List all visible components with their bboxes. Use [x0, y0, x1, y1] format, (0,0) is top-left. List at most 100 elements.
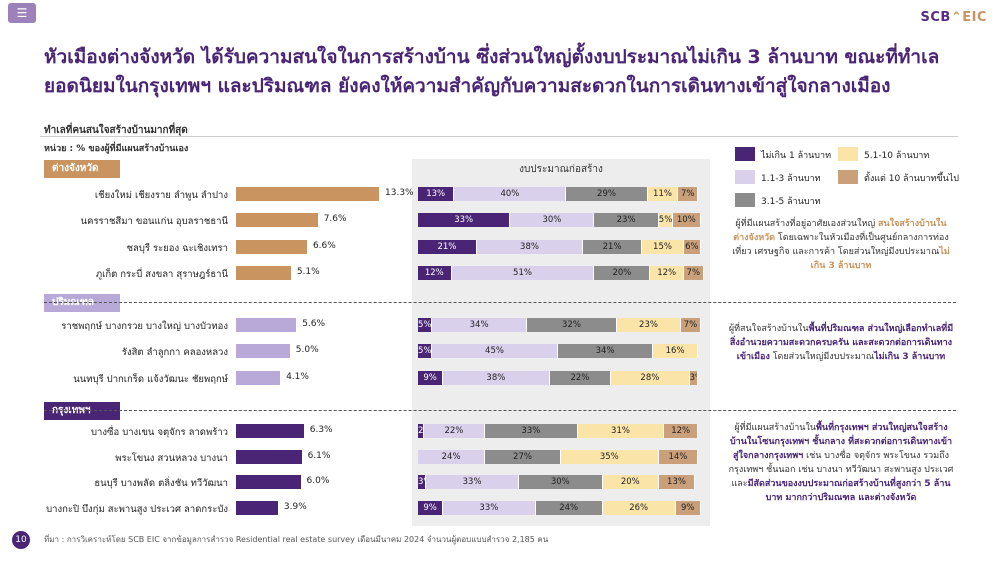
- stacked-segment: 11%: [647, 187, 679, 201]
- bar: [236, 213, 318, 227]
- bar: [236, 187, 379, 201]
- note-text: ผู้ที่มีแผนสร้างบ้านใน: [734, 423, 816, 433]
- stacked-segment: 34%: [432, 318, 528, 332]
- stacked-segment: 34%: [558, 344, 654, 358]
- bar-value-label: 3.9%: [283, 502, 307, 512]
- group-header: ปริมณฑล: [44, 294, 120, 312]
- stacked-segment: 20%: [602, 475, 659, 489]
- stacked-segment: 31%: [577, 424, 665, 438]
- note-text: พื้นที่กรุงเทพฯ ส่วนใหญ่สนใจสร้างบ้านในโ…: [729, 423, 953, 461]
- stacked-segment: 7%: [681, 318, 701, 332]
- stacked-segment: 2%: [418, 424, 424, 438]
- note-text: พื้นที่ปริมณฑล ส่วนใหญ่เลือกทำเลที่มีสิ่…: [729, 324, 954, 362]
- logo-eic: EIC: [962, 10, 987, 25]
- legend-swatch: [838, 170, 858, 184]
- category-label: บางกะปิ บึงกุ่ม สะพานสูง ประเวศ ลาดกระบั…: [46, 504, 228, 515]
- stacked-segment: 12%: [418, 266, 452, 280]
- legend-swatch: [735, 147, 755, 161]
- scb-eic-logo: SCB⌃EIC: [921, 10, 987, 25]
- stacked-segment: 33%: [418, 213, 511, 227]
- legend-label: 5.1-10 ล้านบาท: [864, 151, 930, 161]
- group-divider: [44, 302, 956, 303]
- note-text: สนใจสร้างบ้านในต่างจังหวัด: [733, 219, 947, 243]
- hamburger-icon: ☰: [16, 6, 28, 20]
- bar-value-label: 6.0%: [306, 476, 330, 486]
- menu-button[interactable]: ☰: [8, 3, 36, 23]
- bar: [236, 240, 307, 254]
- note-text: โดยส่วนใหญ่มีงบประมาณ: [769, 352, 875, 362]
- bar: [236, 318, 297, 332]
- stacked-segment: 15%: [642, 240, 684, 254]
- stacked-segment: 24%: [418, 450, 486, 464]
- stacked-segment: 10%: [672, 213, 701, 227]
- note-text: ไม่เกิน 3 ล้านบาท: [810, 247, 950, 271]
- stacked-segment: 38%: [476, 240, 584, 254]
- logo-scb: SCB: [920, 10, 951, 25]
- category-label: ธนบุรี บางพลัด ตลิ่งชัน ทวีวัฒนา: [94, 478, 228, 489]
- stacked-segment: 3%: [418, 475, 427, 489]
- category-label: นครราชสีมา ขอนแก่น อุบลราชธานี: [80, 216, 228, 227]
- stacked-segment: 23%: [616, 318, 682, 332]
- legend-label: ไม่เกิน 1 ล้านบาท: [761, 151, 832, 161]
- note-paragraph: ผู้ที่มีแผนสร้างบ้านในพื้นที่กรุงเทพฯ ส่…: [728, 421, 954, 505]
- stacked-segment: 5%: [658, 213, 673, 227]
- stacked-segment: 20%: [594, 266, 651, 280]
- note-text: ผู้ที่มีแผนสร้างที่อยู่อาศัยเองส่วนใหญ่: [735, 219, 879, 229]
- stacked-segment: 33%: [485, 424, 578, 438]
- stacked-segment: 5%: [418, 344, 432, 358]
- stacked-segment: 30%: [510, 213, 595, 227]
- legend-label: 3.1-5 ล้านบาท: [761, 197, 821, 207]
- bar-value-label: 6.6%: [312, 241, 336, 251]
- note-text: เช่น บางซื่อ จตุจักร พระโขนง รวมถึงกรุงเ…: [728, 451, 954, 489]
- stacked-segment: 45%: [432, 344, 558, 358]
- stacked-segment: 27%: [485, 450, 561, 464]
- category-label: เชียงใหม่ เชียงราย ลำพูน ลำปาง: [94, 190, 228, 201]
- category-label: รังสิต ลำลูกกา คลองหลวง: [121, 347, 228, 358]
- note-text: ผู้ที่สนใจสร้างบ้านใน: [728, 324, 809, 334]
- category-label: พระโขนง สวนหลวง บางนา: [115, 453, 228, 464]
- stacked-segment: 9%: [418, 371, 444, 385]
- header-divider: [40, 136, 958, 137]
- stacked-segment: 7%: [684, 266, 704, 280]
- category-label: ราชพฤกษ์ บางกรวย บางใหญ่ บางบัวทอง: [61, 321, 228, 332]
- stacked-segment: 22%: [423, 424, 486, 438]
- group-header: กรุงเทพฯ: [44, 402, 120, 420]
- stacked-segment: 33%: [426, 475, 519, 489]
- stacked-segment: 28%: [611, 371, 690, 385]
- bar: [236, 371, 281, 385]
- stacked-segment: 22%: [549, 371, 612, 385]
- category-label: นนทบุรี ปากเกร็ด แจ้งวัฒนะ ชัยพฤกษ์: [73, 374, 228, 385]
- legend-swatch: [838, 147, 858, 161]
- note-text: มีสัดส่วนของงบประมาณก่อสร้างบ้านที่สูงกว…: [747, 479, 951, 503]
- stacked-segment: 29%: [566, 187, 648, 201]
- page-number: 10: [12, 531, 30, 549]
- stacked-segment: 9%: [675, 501, 701, 515]
- legend-swatch: [735, 193, 755, 207]
- stacked-segment: 5%: [418, 318, 432, 332]
- stacked-segment: 30%: [518, 475, 603, 489]
- legend-label: ตั้งแต่ 10 ล้านบาทขึ้นไป: [864, 174, 960, 184]
- stacked-segment: 35%: [560, 450, 659, 464]
- bar: [236, 475, 301, 489]
- stacked-segment: 13%: [658, 475, 696, 489]
- bar-value-label: 5.1%: [296, 267, 320, 277]
- note-paragraph: ผู้ที่สนใจสร้างบ้านในพื้นที่ปริมณฑล ส่วน…: [728, 322, 954, 364]
- note-paragraph: ผู้ที่มีแผนสร้างที่อยู่อาศัยเองส่วนใหญ่ …: [728, 217, 954, 273]
- legend-label: 1.1-3 ล้านบาท: [761, 174, 821, 184]
- chart-subtitle: ทำเลที่คนสนใจสร้างบ้านมากที่สุด: [44, 125, 188, 136]
- bar-value-label: 4.1%: [286, 372, 309, 382]
- stacked-segment: 33%: [443, 501, 536, 515]
- budget-header: งบประมาณก่อสร้าง: [519, 164, 603, 175]
- legend-swatch: [735, 170, 755, 184]
- stacked-segment: 7%: [678, 187, 698, 201]
- category-label: บางซื่อ บางเขน จตุจักร ลาดพร้าว: [91, 427, 228, 438]
- stacked-segment: 32%: [527, 318, 617, 332]
- category-label: ภูเก็ต กระบี่ สงขลา สุราษฎร์ธานี: [95, 269, 228, 280]
- group-divider: [44, 410, 956, 411]
- stacked-segment: 21%: [583, 240, 642, 254]
- note-text: ไม่เกิน 3 ล้านบาท: [874, 352, 946, 362]
- bar-value-label: 5.0%: [295, 345, 319, 355]
- bar-value-label: 6.3%: [309, 425, 333, 435]
- stacked-segment: 40%: [454, 187, 567, 201]
- bar-value-label: 7.6%: [323, 214, 347, 224]
